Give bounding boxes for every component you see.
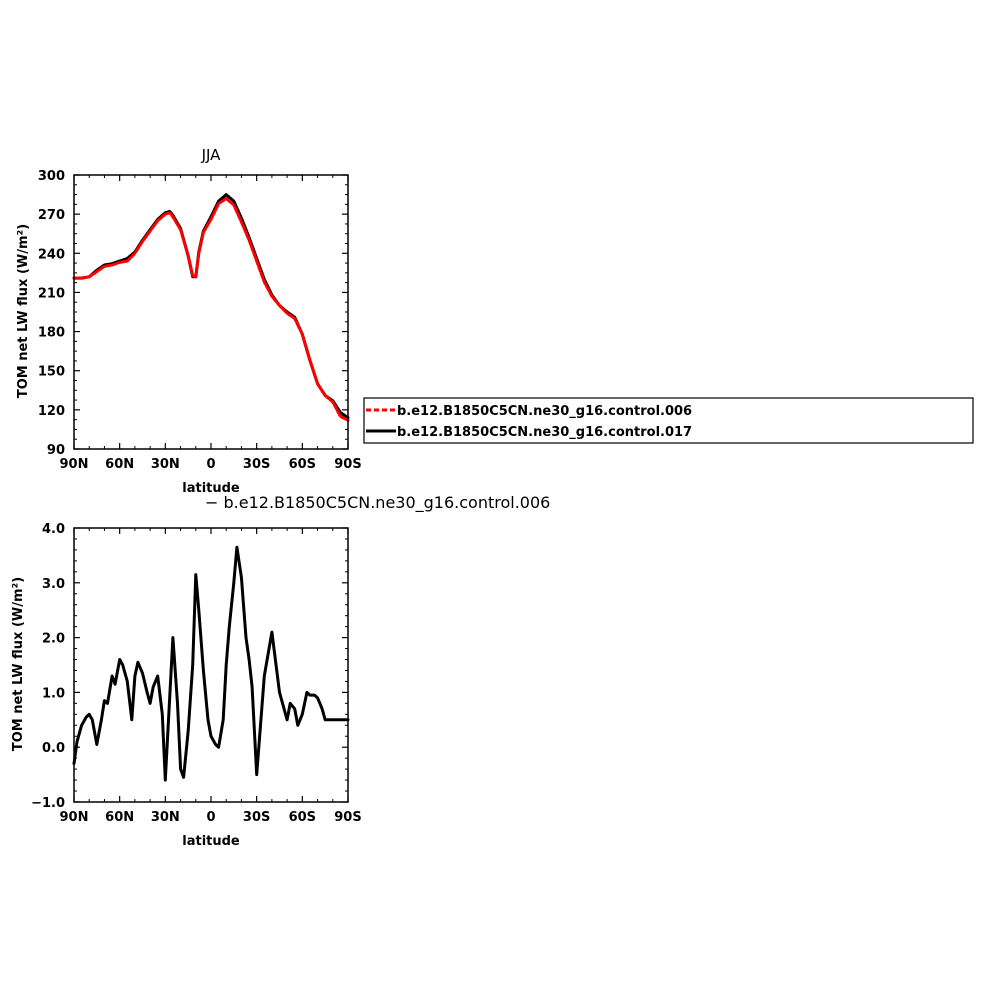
top-x-tick-label: 0 [206, 457, 215, 472]
bottom-x-tick-label: 60S [289, 810, 316, 825]
bottom-x-tick-label: 90N [60, 810, 89, 825]
bottom-y-tick-label: 0.0 [42, 741, 65, 756]
bottom-y-tick-label: 2.0 [42, 632, 65, 647]
legend-label-series-2: b.e12.B1850C5CN.ne30_g16.control.017 [397, 425, 692, 440]
top-y-tick-label: 180 [38, 326, 65, 341]
top-x-tick-label: 60N [105, 457, 134, 472]
bottom-plot-frame [73, 527, 349, 803]
top-series-line-2 [72, 193, 350, 420]
top-y-tick-label: 150 [38, 365, 65, 380]
top-y-tick-label: 300 [38, 169, 65, 184]
bottom-chart-title: − b.e12.B1850C5CN.ne30_g16.control.006 [205, 493, 550, 513]
bottom-y-tick-label: 3.0 [42, 577, 65, 592]
legend-label-series-1: b.e12.B1850C5CN.ne30_g16.control.006 [397, 404, 692, 419]
bottom-x-tick-label: 30N [151, 810, 180, 825]
top-x-tick-label: 90N [60, 457, 89, 472]
top-y-tick-label: 240 [38, 247, 65, 262]
bottom-series-line-1 [72, 545, 350, 782]
top-chart-title: JJA [201, 146, 222, 164]
top-y-tick-label: 270 [38, 208, 65, 223]
top-y-tick-label: 210 [38, 286, 65, 301]
bottom-x-tick-label: 0 [206, 810, 215, 825]
bottom-x-tick-label: 60N [105, 810, 134, 825]
bottom-panel: − b.e12.B1850C5CN.ne30_g16.control.006 l… [11, 493, 550, 849]
top-x-tick-label: 30N [151, 457, 180, 472]
bottom-x-tick-label: 90S [334, 810, 361, 825]
top-x-axis-label: latitude [182, 481, 240, 496]
top-panel: JJA latitude TOM net LW flux (W/m²) 90N 6… [16, 146, 362, 496]
bottom-x-tick-label: 30S [243, 810, 270, 825]
top-series-line-1 [72, 197, 350, 422]
top-y-tick-label: 90 [47, 443, 65, 458]
bottom-y-tick-label: 4.0 [42, 522, 65, 537]
top-y-tick-label: 120 [38, 404, 65, 419]
top-y-axis-label: TOM net LW flux (W/m²) [16, 224, 31, 398]
top-x-tick-label: 90S [334, 457, 361, 472]
top-x-tick-label: 30S [243, 457, 270, 472]
bottom-y-tick-label: −1.0 [31, 796, 65, 811]
legend-box [363, 397, 974, 444]
top-x-tick-label: 60S [289, 457, 316, 472]
bottom-y-axis-label: TOM net LW flux (W/m²) [11, 577, 26, 751]
top-plot-frame [73, 174, 349, 450]
legend: b.e12.B1850C5CN.ne30_g16.control.006 b.e… [363, 397, 974, 444]
bottom-y-tick-label: 1.0 [42, 686, 65, 701]
bottom-x-axis-label: latitude [182, 834, 240, 849]
